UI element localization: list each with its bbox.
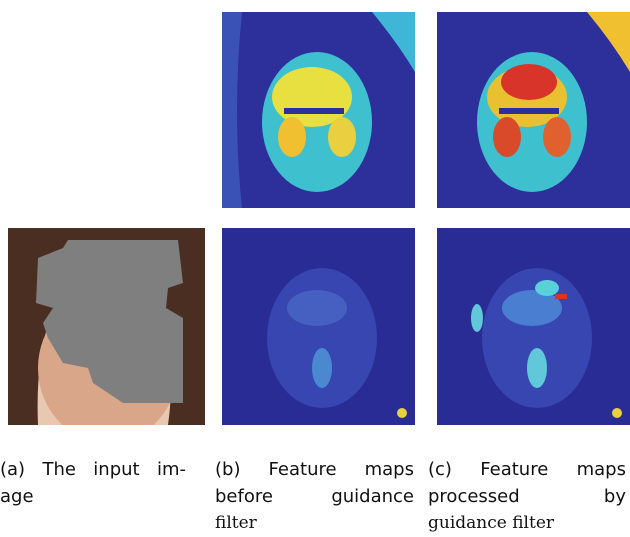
feature-map: [437, 228, 630, 425]
feature-map: [222, 12, 415, 208]
caption-line: (c) Feature maps: [428, 456, 626, 483]
caption-line: processed by: [428, 483, 626, 510]
caption: (a) The input im- age: [0, 456, 186, 510]
caption-line: before guidance: [215, 483, 414, 510]
caption-line: guidance filter: [428, 510, 626, 537]
caption: (c) Feature maps processed by guidance f…: [428, 456, 626, 537]
caption-line: filter: [215, 510, 414, 537]
caption: (b) Feature maps before guidance filter: [215, 456, 414, 537]
caption-line: age: [0, 483, 186, 510]
caption-line: (a) The input im-: [0, 456, 186, 483]
feature-map: [222, 228, 415, 425]
figure: (a) The input im- age (b) Feature maps b…: [0, 0, 630, 537]
caption-line: (b) Feature maps: [215, 456, 414, 483]
feature-map: [437, 12, 630, 208]
input-image: [8, 228, 205, 425]
